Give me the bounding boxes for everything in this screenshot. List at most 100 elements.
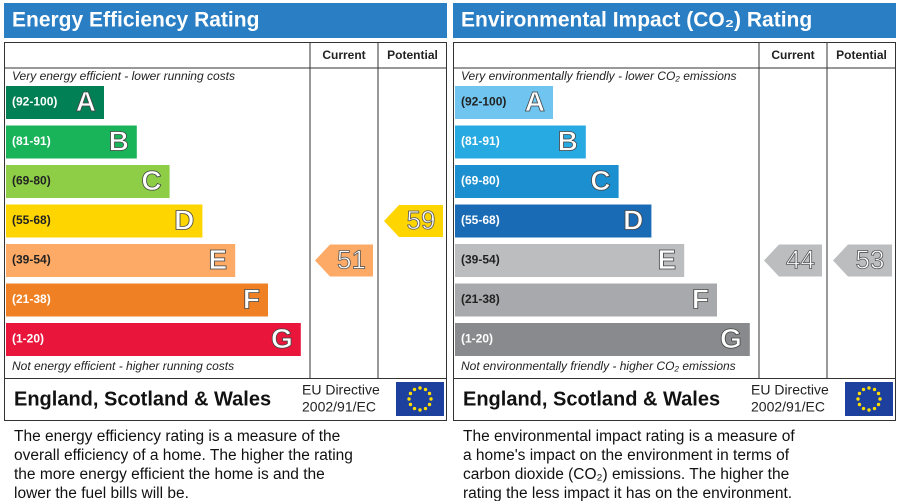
eu-star xyxy=(876,402,881,407)
band-letter: G xyxy=(271,323,293,354)
band-letter: A xyxy=(525,86,545,117)
description-line: lower the fuel bills will be. xyxy=(14,485,189,501)
eu-star xyxy=(857,402,862,407)
rating-band xyxy=(455,86,553,119)
rating-band xyxy=(455,244,685,277)
rating-arrow xyxy=(764,244,822,277)
rating-arrow xyxy=(315,244,373,277)
band-range: (39-54) xyxy=(12,253,51,267)
rating-band xyxy=(455,204,652,238)
rating-band xyxy=(455,323,750,356)
eu-star xyxy=(872,406,877,411)
band-letter: A xyxy=(76,86,96,117)
region: England, Scotland & Wales xyxy=(463,388,720,410)
rating-value: 53 xyxy=(856,244,885,274)
band-range: (21-38) xyxy=(12,292,51,306)
band-letter: B xyxy=(558,125,578,156)
band-letter: B xyxy=(109,125,129,156)
eu-star xyxy=(427,391,432,396)
description-line: overall efficiency of a home. The higher… xyxy=(14,447,353,464)
band-letter: F xyxy=(692,283,709,314)
rating-band xyxy=(455,165,619,198)
eu-star xyxy=(856,397,860,401)
rating-value: 44 xyxy=(786,244,815,274)
eu-star xyxy=(878,397,882,401)
top-note: Very environmentally friendly - lower CO… xyxy=(461,69,737,83)
region: England, Scotland & Wales xyxy=(14,388,271,410)
band-range: (1-20) xyxy=(461,332,493,346)
epc-panel: Environmental Impact (CO₂) Rating Current… xyxy=(453,3,896,501)
eu-star xyxy=(408,402,413,407)
description-line: The energy efficiency rating is a measur… xyxy=(14,428,340,445)
top-note: Very energy efficient - lower running co… xyxy=(12,69,235,83)
band-letter: D xyxy=(174,204,194,235)
rating-arrow xyxy=(833,244,892,277)
band-letter: C xyxy=(590,165,610,196)
eu-star xyxy=(857,391,862,396)
rating-value: 59 xyxy=(407,205,436,235)
column-header: Potential xyxy=(836,48,887,62)
eu-star xyxy=(423,387,428,392)
band-letter: E xyxy=(209,244,228,275)
rating-band xyxy=(455,283,717,317)
band-letter: C xyxy=(141,165,161,196)
eu-star xyxy=(418,386,422,390)
eu-star xyxy=(427,402,432,407)
bottom-note: Not environmentally friendly - higher CO… xyxy=(461,359,736,373)
band-letter: D xyxy=(623,204,643,235)
directive: 2002/91/EC xyxy=(751,399,825,415)
rating-value: 51 xyxy=(337,244,366,274)
eu-star xyxy=(867,386,871,390)
eu-star xyxy=(861,387,866,392)
band-range: (69-80) xyxy=(12,174,51,188)
description-line: the more energy efficient the home is an… xyxy=(14,466,325,483)
band-range: (55-68) xyxy=(12,213,51,227)
description-line: a home's impact on the environment in te… xyxy=(463,447,790,464)
eu-star xyxy=(412,387,417,392)
eu-star xyxy=(423,406,428,411)
directive: 2002/91/EC xyxy=(302,399,376,415)
rating-band xyxy=(6,283,268,317)
directive: EU Directive xyxy=(302,382,380,398)
bottom-note: Not energy efficient - higher running co… xyxy=(12,359,234,373)
band-letter: F xyxy=(243,283,260,314)
band-letter: G xyxy=(720,323,742,354)
rating-band xyxy=(455,125,586,159)
description-line: rating the less impact it has on the env… xyxy=(463,485,792,501)
footer-frame xyxy=(453,378,896,421)
column-header: Potential xyxy=(387,48,438,62)
band-range: (92-100) xyxy=(461,95,506,109)
band-range: (69-80) xyxy=(461,174,500,188)
band-range: (55-68) xyxy=(461,213,500,227)
rating-band xyxy=(6,86,104,119)
description-line: The environmental impact rating is a mea… xyxy=(463,428,795,445)
band-range: (21-38) xyxy=(461,292,500,306)
eu-star xyxy=(872,387,877,392)
band-range: (1-20) xyxy=(12,332,44,346)
eu-star xyxy=(861,406,866,411)
footer-frame xyxy=(4,378,447,421)
column-header: Current xyxy=(771,48,814,62)
rating-band xyxy=(6,204,203,238)
band-range: (81-91) xyxy=(461,134,500,148)
band-range: (81-91) xyxy=(12,134,51,148)
band-range: (92-100) xyxy=(12,95,57,109)
directive: EU Directive xyxy=(751,382,829,398)
band-letter: E xyxy=(658,244,677,275)
epc-panel: Energy Efficiency Rating Current Potential… xyxy=(4,3,447,501)
rating-band xyxy=(6,165,170,198)
eu-star xyxy=(867,408,871,412)
title-bar xyxy=(4,3,447,38)
eu-star xyxy=(408,391,413,396)
eu-star xyxy=(418,408,422,412)
panel-title: Energy Efficiency Rating xyxy=(12,9,259,32)
description-line: carbon dioxide (CO₂) emissions. The high… xyxy=(463,466,789,483)
eu-star xyxy=(407,397,411,401)
eu-star xyxy=(876,391,881,396)
panel-title: Environmental Impact (CO₂) Rating xyxy=(461,9,812,32)
rating-arrow xyxy=(384,205,443,237)
title-bar xyxy=(453,3,896,38)
rating-band xyxy=(6,125,137,159)
band-range: (39-54) xyxy=(461,253,500,267)
